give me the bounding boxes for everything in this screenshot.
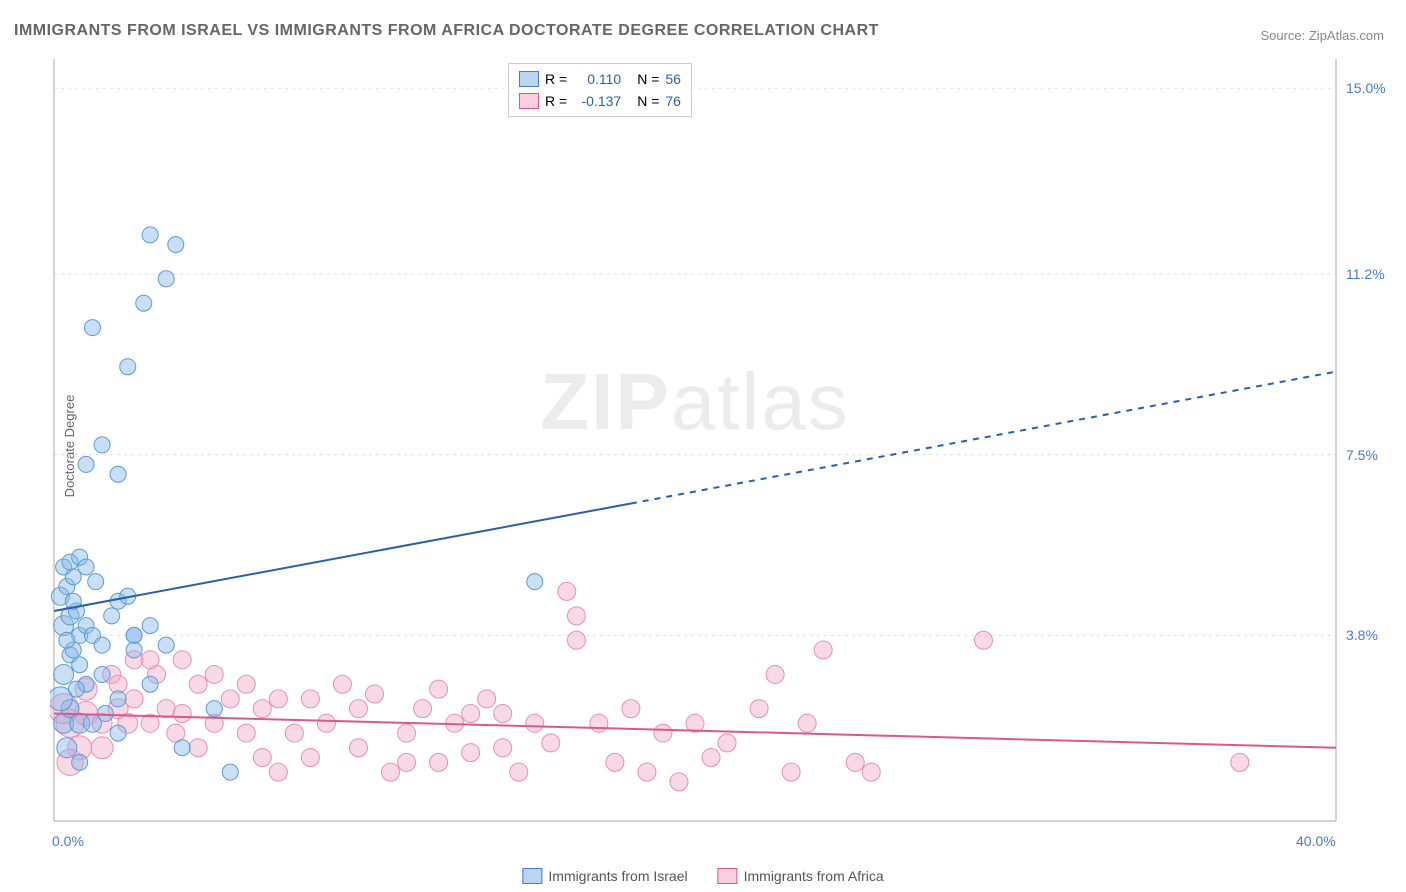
n-label: N = [637,68,659,90]
source-name: ZipAtlas.com [1309,28,1384,43]
legend-item-israel: Immigrants from Israel [522,868,687,884]
r-value-israel: 0.110 [573,68,621,90]
legend-item-africa: Immigrants from Africa [718,868,884,884]
y-tick-label: 11.2% [1346,266,1385,282]
r-label: R = [545,68,567,90]
stats-row-africa: R = -0.137 N = 76 [519,90,681,112]
stats-row-israel: R = 0.110 N = 56 [519,68,681,90]
x-tick-label: 0.0% [52,833,84,849]
source-attribution: Source: ZipAtlas.com [1260,28,1384,43]
swatch-blue-icon [522,868,542,884]
r-label: R = [545,90,567,112]
plot-area: ZIPatlas R = 0.110 N = 56 R = -0.137 N =… [50,55,1340,825]
swatch-pink-icon [718,868,738,884]
series-legend: Immigrants from Israel Immigrants from A… [522,868,883,884]
swatch-blue-icon [519,71,539,87]
legend-label-israel: Immigrants from Israel [548,868,687,884]
y-tick-label: 3.8% [1346,627,1378,643]
x-tick-label: 40.0% [1296,833,1336,849]
chart-title: IMMIGRANTS FROM ISRAEL VS IMMIGRANTS FRO… [14,22,879,40]
r-value-africa: -0.137 [573,90,621,112]
legend-label-africa: Immigrants from Africa [744,868,884,884]
swatch-pink-icon [519,93,539,109]
n-label: N = [637,90,659,112]
source-prefix: Source: [1260,28,1308,43]
n-value-africa: 76 [665,90,681,112]
stats-legend: R = 0.110 N = 56 R = -0.137 N = 76 [508,63,692,117]
y-tick-label: 7.5% [1346,447,1378,463]
n-value-israel: 56 [665,68,681,90]
chart-svg [50,55,1340,825]
y-tick-label: 15.0% [1346,80,1386,96]
